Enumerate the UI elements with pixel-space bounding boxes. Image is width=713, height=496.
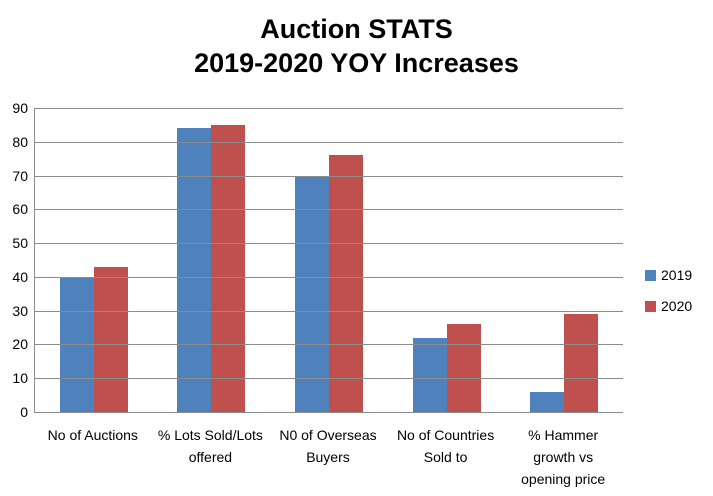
bar-2020-lots-sold-lots-offered: [211, 124, 246, 412]
bar-group-no-of-countries-sold-to: [388, 324, 506, 412]
gridline-70: [35, 175, 623, 177]
legend-label-2020: 2020: [661, 298, 693, 314]
y-axis-label-10: 10: [12, 370, 28, 387]
y-axis-label-0: 0: [20, 404, 28, 420]
gridline-80: [35, 141, 623, 143]
y-axis-label-70: 70: [12, 167, 28, 184]
legend-label-2019: 2019: [661, 267, 693, 283]
y-axis-label-60: 60: [12, 201, 28, 218]
bar-group-hammer-growth-vs-opening-price: [505, 314, 623, 412]
bar-2019-no-of-countries-sold-to: [412, 337, 447, 412]
x-axis-label-n0-of-overseas-buyers: N0 of Overseas Buyers: [279, 427, 377, 465]
gridline-90: [35, 108, 623, 109]
x-axis-labels: No of Auctions % Lots Sold/Lots offered N0…: [34, 424, 622, 490]
gridline-20: [35, 344, 623, 346]
legend-entry-2020: 2020: [645, 297, 692, 315]
chart-title-line1: Auction STATS: [260, 14, 453, 44]
bar-group-no-of-auctions: [35, 266, 153, 412]
bar-group-lots-sold-lots-offered: [153, 124, 271, 412]
bar-2020-no-of-countries-sold-to: [446, 324, 481, 412]
x-axis-label-lots-sold-lots-offered: % Lots Sold/Lots offered: [157, 427, 263, 465]
chart-title: Auction STATS 2019-2020 YOY Increases: [0, 12, 713, 80]
bar-2020-hammer-growth-vs-opening-price: [564, 314, 599, 412]
legend: 2019 2020: [645, 266, 692, 328]
y-axis-label-90: 90: [12, 100, 28, 116]
bar-2019-hammer-growth-vs-opening-price: [530, 391, 565, 412]
gridline-40: [35, 276, 623, 278]
legend-entry-2019: 2019: [645, 266, 692, 284]
legend-swatch-2020: [645, 300, 656, 312]
bar-group-n0-of-overseas-buyers: [270, 155, 388, 412]
y-axis-label-40: 40: [12, 268, 28, 285]
bar-2020-no-of-auctions: [93, 266, 128, 412]
y-axis-label-20: 20: [12, 336, 28, 353]
gridline-30: [35, 310, 623, 312]
x-axis-label-no-of-countries-sold-to: No of Countries Sold to: [396, 427, 495, 465]
x-axis-label-no-of-auctions: No of Auctions: [47, 427, 138, 443]
gridline-60: [35, 209, 623, 211]
bar-groups: [35, 108, 623, 412]
gridline-50: [35, 243, 623, 245]
gridline-10: [35, 378, 623, 380]
x-axis-label-hammer-growth-vs-opening-price: % Hammer growth vs opening price: [521, 427, 606, 487]
plot-area: [34, 108, 623, 413]
bar-2020-n0-of-overseas-buyers: [328, 155, 363, 412]
y-axis-label-50: 50: [12, 235, 28, 252]
y-axis-label-80: 80: [12, 133, 28, 150]
bar-2019-lots-sold-lots-offered: [177, 128, 212, 412]
bar-2019-n0-of-overseas-buyers: [294, 175, 329, 412]
chart-title-line2: 2019-2020 YOY Increases: [194, 48, 519, 78]
y-axis-label-30: 30: [12, 302, 28, 319]
legend-swatch-2019: [645, 269, 656, 281]
